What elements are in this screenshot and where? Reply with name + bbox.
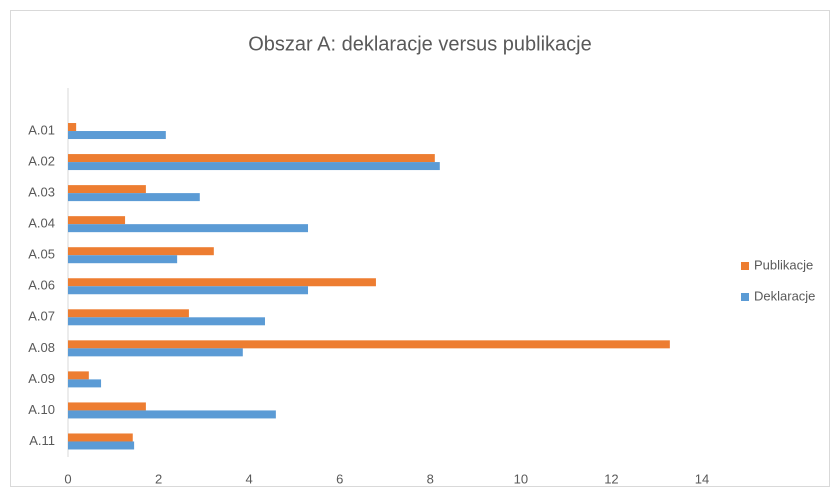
bar	[68, 278, 376, 287]
bar	[68, 123, 77, 132]
bar	[68, 348, 243, 357]
y-tick-label: A.06	[28, 278, 55, 293]
x-tick-label: 12	[604, 471, 618, 486]
y-tick-label: A.04	[28, 216, 55, 231]
x-tick-label: 4	[246, 471, 253, 486]
x-tick-label: 6	[336, 471, 343, 486]
x-tick-label: 14	[695, 471, 709, 486]
bar	[68, 247, 214, 256]
y-tick-label: A.10	[28, 402, 55, 417]
x-tick-label: 10	[514, 471, 528, 486]
bar	[68, 441, 135, 450]
bar	[68, 371, 89, 380]
bar	[68, 154, 435, 163]
bar	[68, 410, 276, 419]
bar	[68, 286, 309, 295]
y-tick-label: A.08	[28, 340, 55, 355]
bar	[68, 433, 133, 442]
y-tick-label: A.03	[28, 185, 55, 200]
bar	[68, 255, 178, 264]
legend-label: Publikacje	[754, 257, 813, 272]
bar	[68, 193, 200, 202]
bar	[68, 185, 146, 194]
bar	[68, 379, 102, 388]
y-tick-label: A.02	[28, 154, 55, 169]
legend-swatch	[741, 293, 749, 301]
x-tick-label: 8	[427, 471, 434, 486]
y-tick-label: A.11	[29, 433, 55, 448]
bar	[68, 309, 189, 318]
y-tick-label: A.05	[28, 247, 55, 262]
bar	[68, 131, 166, 140]
bar	[68, 402, 146, 411]
x-tick-label: 0	[64, 471, 71, 486]
bar	[68, 340, 670, 349]
chart-title: Obszar A: deklaracje versus publikacje	[248, 33, 592, 55]
bar	[68, 224, 309, 233]
y-tick-label: A.01	[28, 122, 55, 137]
legend-label: Deklaracje	[754, 288, 815, 303]
y-tick-label: A.07	[28, 309, 55, 324]
bar	[68, 317, 265, 326]
bar	[68, 162, 440, 171]
x-tick-label: 2	[155, 471, 162, 486]
bar	[68, 216, 126, 225]
y-tick-label: A.09	[28, 371, 55, 386]
legend-swatch	[741, 262, 749, 270]
